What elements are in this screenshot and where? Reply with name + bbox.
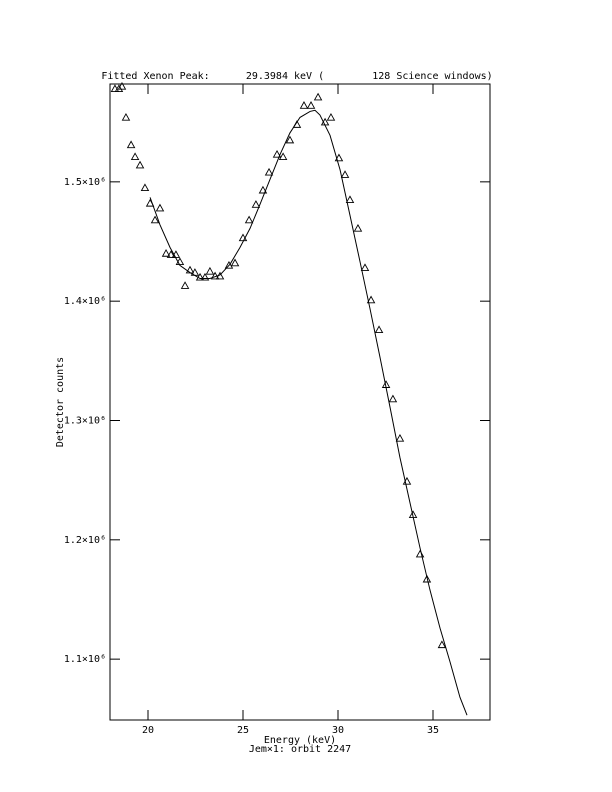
data-point [306, 101, 316, 109]
chart-title: Fitted Xenon Peak: 29.3984 keV ( 128 Sci… [101, 71, 492, 82]
data-point [155, 203, 165, 212]
subtitle: Jem×1: orbit 2247 [249, 744, 351, 755]
data-point [264, 167, 274, 176]
x-tick-label: 35 [427, 725, 439, 736]
y-tick-label: 1.4×10⁶ [64, 296, 106, 307]
x-axis-label: Energy (keV) [264, 735, 336, 746]
y-tick-label: 1.2×10⁶ [64, 535, 106, 546]
data-point [150, 215, 160, 224]
data-point [366, 295, 376, 304]
data-point [224, 260, 234, 269]
data-point [326, 112, 336, 121]
data-point [135, 160, 145, 169]
data-point [313, 92, 323, 101]
y-tick-label: 1.5×10⁶ [64, 177, 106, 188]
data-point [345, 195, 355, 203]
data-point [360, 263, 370, 272]
x-tick-label: 20 [142, 725, 154, 736]
data-point [251, 200, 261, 208]
data-point [353, 223, 363, 232]
y-axis-label: Detector counts [55, 357, 66, 447]
data-point [258, 185, 268, 194]
fit-curve [149, 109, 468, 716]
data-point [230, 258, 240, 267]
data-point [299, 101, 309, 109]
data-point [422, 574, 432, 583]
data-point [140, 183, 150, 192]
data-point [126, 140, 136, 149]
data-point [244, 215, 254, 224]
data-point [117, 81, 127, 90]
data-point [340, 170, 350, 178]
y-tick-label: 1.3×10⁶ [64, 415, 106, 426]
data-point [161, 249, 171, 257]
data-point [374, 325, 384, 334]
data-point [272, 149, 282, 158]
y-tick-label: 1.1×10⁶ [64, 654, 106, 665]
data-point [166, 250, 176, 258]
data-point [285, 135, 295, 144]
plot-frame [109, 83, 491, 721]
data-point [205, 266, 215, 275]
x-tick-label: 30 [332, 725, 344, 736]
data-point [200, 272, 210, 281]
data-point [334, 153, 344, 162]
data-point [121, 112, 131, 121]
data-point [388, 394, 398, 403]
data-point [278, 152, 288, 161]
data-point [130, 152, 140, 161]
data-point [395, 433, 405, 442]
data-point [437, 640, 447, 649]
data-point [180, 281, 190, 289]
data-point [114, 84, 124, 93]
x-tick-label: 25 [237, 725, 249, 736]
